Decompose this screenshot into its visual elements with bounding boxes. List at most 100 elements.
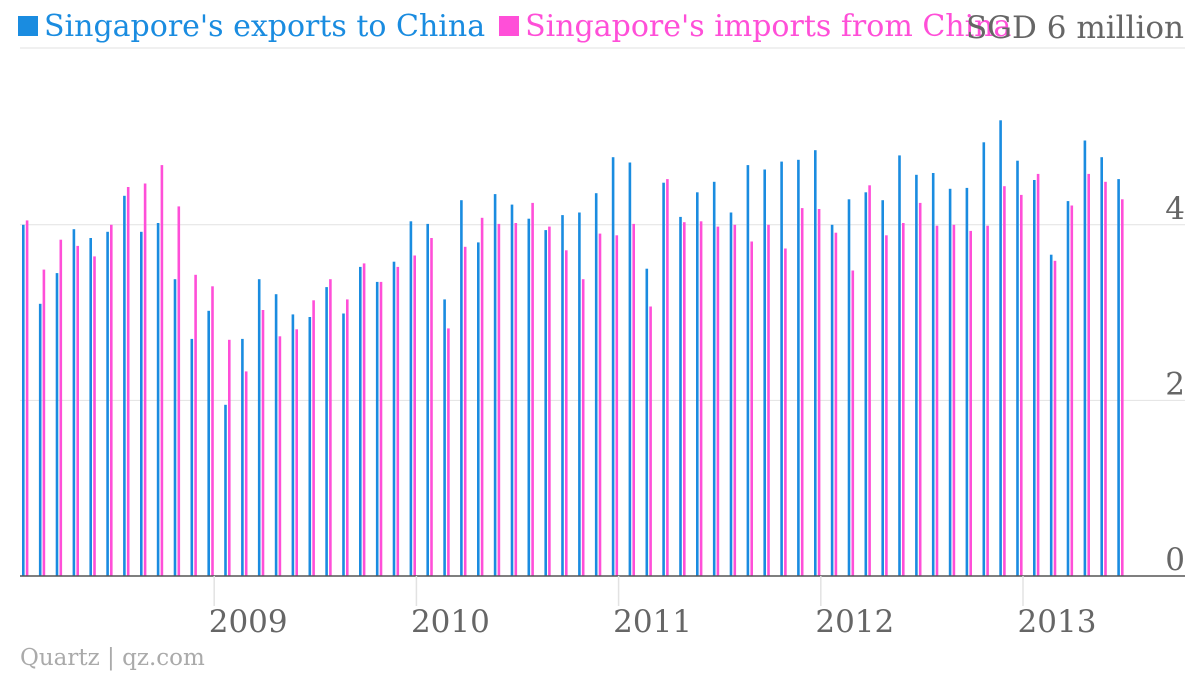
export-bar <box>173 279 177 576</box>
import-bar <box>177 206 181 576</box>
import-bar <box>93 256 96 576</box>
export-bar <box>561 215 564 576</box>
import-bar <box>261 310 265 576</box>
import-bar <box>1121 199 1124 577</box>
legend-swatch-imports <box>499 16 520 36</box>
export-bar <box>291 314 295 576</box>
import-bar <box>430 238 433 576</box>
export-bar <box>55 273 59 576</box>
chart-legend: Singapore's exports to China Singapore's… <box>18 6 1025 46</box>
export-bar <box>190 338 194 576</box>
export-bar <box>359 266 362 576</box>
legend-item-exports: Singapore's exports to China <box>18 9 485 44</box>
import-bar <box>750 241 753 576</box>
export-bar <box>780 161 783 576</box>
import-bar <box>632 223 635 576</box>
import-bar <box>952 224 956 577</box>
export-bar <box>106 231 109 577</box>
import-bar <box>295 329 298 576</box>
import-bar <box>244 371 248 576</box>
import-bar <box>581 279 585 576</box>
import-bar <box>25 220 29 576</box>
import-bar <box>649 306 652 576</box>
export-bar <box>578 212 581 576</box>
x-tick-label: 2011 <box>613 604 692 640</box>
export-bar <box>89 238 92 576</box>
import-bar <box>1070 205 1074 576</box>
import-bar <box>565 250 568 577</box>
y-axis-ticks: 0 2 4 <box>1165 191 1185 578</box>
y-tick-label: 0 <box>1165 542 1185 578</box>
import-bar <box>969 230 972 576</box>
import-bar <box>683 222 686 576</box>
x-tick-label: 2012 <box>815 604 894 640</box>
export-bar <box>645 268 649 576</box>
import-bar <box>211 286 214 576</box>
import-bar <box>110 224 113 577</box>
import-bar <box>817 209 821 576</box>
export-bar <box>1016 160 1019 576</box>
import-bar <box>868 185 871 577</box>
export-bar <box>510 204 514 576</box>
grid-lines <box>20 47 1185 401</box>
export-bar <box>207 310 210 576</box>
export-bar <box>477 242 480 576</box>
export-bar <box>308 317 312 576</box>
export-bar <box>729 212 733 576</box>
import-bar <box>716 226 720 576</box>
import-bar <box>379 281 383 576</box>
export-bar <box>426 223 429 576</box>
import-bar <box>514 223 518 576</box>
export-bar <box>1117 179 1120 576</box>
export-bar <box>156 223 160 576</box>
import-bar <box>666 179 669 576</box>
export-bar <box>375 281 379 576</box>
import-bar <box>902 223 905 576</box>
export-bar <box>814 150 817 576</box>
import-bar <box>800 208 804 576</box>
export-bar <box>847 199 851 577</box>
export-bar <box>746 165 750 576</box>
import-bar <box>1003 186 1006 576</box>
export-bar <box>22 224 25 577</box>
export-bar <box>1033 180 1036 576</box>
export-bar <box>999 120 1002 577</box>
export-bar <box>1100 157 1103 576</box>
export-bar <box>443 299 446 576</box>
import-bar <box>1036 173 1040 576</box>
export-bar <box>544 230 547 576</box>
export-bar <box>982 142 986 577</box>
import-bar <box>362 263 366 576</box>
import-bar <box>346 299 349 576</box>
export-bar <box>1066 201 1070 576</box>
import-bar <box>413 255 416 576</box>
import-bar <box>1087 173 1090 576</box>
legend-label-exports: Singapore's exports to China <box>44 8 486 44</box>
export-bar <box>409 221 413 577</box>
import-bar <box>194 274 197 576</box>
import-bar <box>986 225 989 576</box>
export-bar <box>1083 140 1087 576</box>
import-bar <box>228 339 231 576</box>
source-credit: Quartz | qz.com <box>20 645 205 671</box>
export-bar <box>881 200 884 576</box>
y-tick-label: 4 <box>1165 191 1185 227</box>
import-bar <box>935 225 939 576</box>
export-bar <box>931 173 935 576</box>
export-bar <box>493 194 497 576</box>
export-bar <box>965 187 969 576</box>
export-bar <box>1049 254 1053 576</box>
import-bar <box>463 246 467 577</box>
legend-swatch-exports <box>18 16 38 36</box>
unit-label: SGD 6 million <box>966 10 1184 46</box>
import-bar <box>1053 260 1057 576</box>
import-bar <box>497 223 501 576</box>
import-bar <box>548 226 551 576</box>
export-bar <box>224 404 227 576</box>
import-bar <box>312 300 315 576</box>
y-tick-label: 2 <box>1165 366 1185 402</box>
export-bar <box>915 174 918 577</box>
import-bar <box>126 187 130 576</box>
export-bar <box>392 261 396 576</box>
